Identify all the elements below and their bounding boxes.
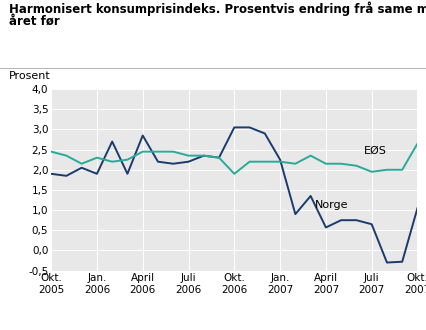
Text: Norge: Norge [315, 200, 349, 210]
Text: EØS: EØS [364, 146, 387, 156]
Text: Prosent: Prosent [9, 71, 50, 81]
Text: året før: året før [9, 15, 59, 28]
Text: Harmonisert konsumprisindeks. Prosentvis endring frå same månad: Harmonisert konsumprisindeks. Prosentvis… [9, 2, 426, 16]
